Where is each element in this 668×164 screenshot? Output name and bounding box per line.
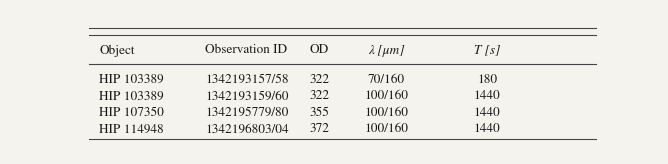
- Text: HIP 114948: HIP 114948: [99, 124, 164, 135]
- Text: Observation ID: Observation ID: [205, 45, 287, 56]
- Text: OD: OD: [309, 45, 329, 56]
- Text: 322: 322: [309, 74, 329, 86]
- Text: 100/160: 100/160: [364, 124, 408, 135]
- Text: 1342193159/60: 1342193159/60: [205, 91, 289, 102]
- Text: 322: 322: [309, 91, 329, 102]
- Text: 100/160: 100/160: [364, 91, 408, 102]
- Text: 1440: 1440: [474, 107, 501, 119]
- Text: 1440: 1440: [474, 91, 501, 102]
- Text: 180: 180: [477, 74, 498, 86]
- Text: Object: Object: [99, 44, 134, 57]
- Text: 372: 372: [309, 124, 329, 135]
- Text: 70/160: 70/160: [368, 74, 405, 86]
- Text: HIP 107350: HIP 107350: [99, 107, 164, 119]
- Text: T [s]: T [s]: [474, 44, 500, 57]
- Text: 1342195779/80: 1342195779/80: [205, 107, 289, 119]
- Text: HIP 103389: HIP 103389: [99, 91, 164, 102]
- Text: λ [μm]: λ [μm]: [368, 44, 405, 57]
- Text: 355: 355: [309, 107, 329, 119]
- Text: 1342196803/04: 1342196803/04: [205, 124, 289, 135]
- Text: 100/160: 100/160: [364, 107, 408, 119]
- Text: HIP 103389: HIP 103389: [99, 74, 164, 86]
- Text: 1342193157/58: 1342193157/58: [205, 74, 289, 86]
- Text: 1440: 1440: [474, 124, 501, 135]
